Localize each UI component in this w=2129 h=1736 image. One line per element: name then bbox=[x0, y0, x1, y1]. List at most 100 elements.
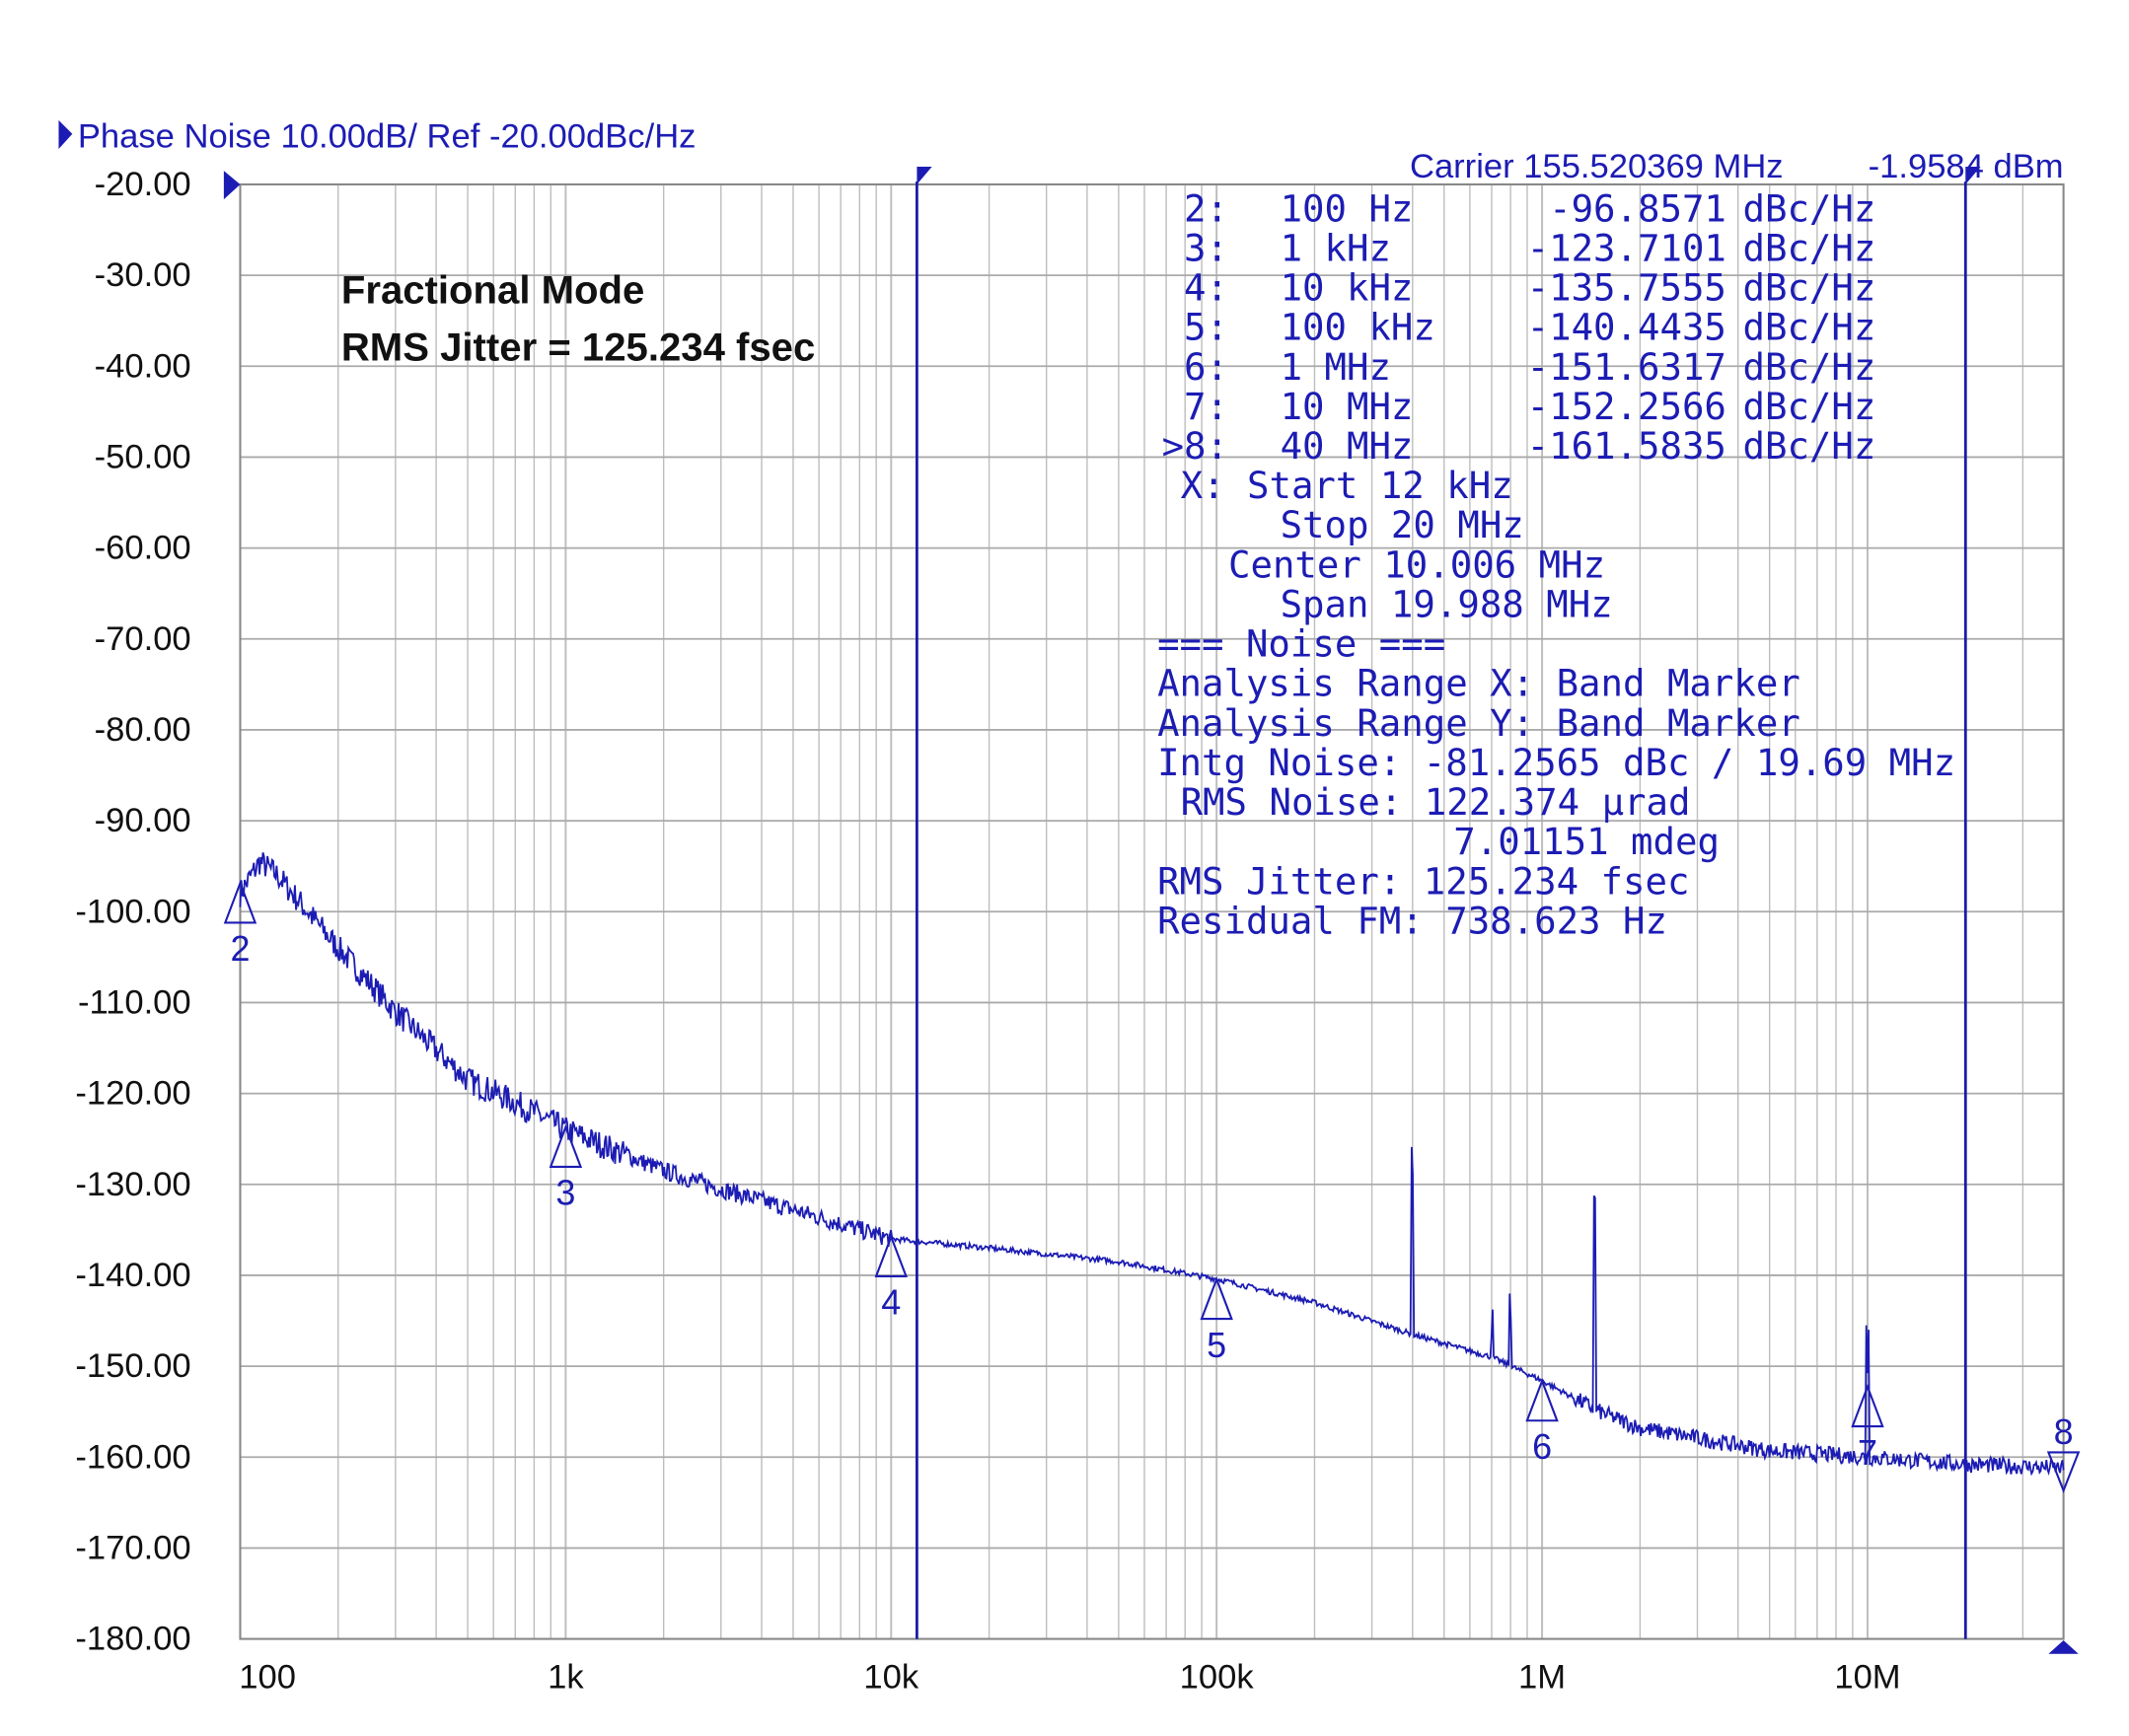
y-tick-label: -150.00 bbox=[75, 1347, 190, 1385]
rms-noise-deg: 7.01151 mdeg bbox=[1453, 820, 1720, 863]
range-span: Span 19.988 MHz bbox=[1281, 582, 1613, 625]
analysis-range-x: Analysis Range X: Band Marker bbox=[1157, 662, 1800, 705]
y-tick-label: -40.00 bbox=[95, 347, 191, 385]
marker-id: >8: bbox=[1162, 424, 1228, 468]
marker-value: -152.2566 bbox=[1527, 385, 1726, 428]
marker-number: 4 bbox=[881, 1282, 901, 1323]
y-tick-label: -170.00 bbox=[75, 1529, 190, 1566]
annotation-mode: Fractional Mode bbox=[341, 268, 645, 312]
marker-table-row: 7: 10 MHz -152.2566 dBc/Hz bbox=[1184, 385, 1875, 428]
marker-triangle-up-icon bbox=[1851, 1383, 1884, 1428]
marker-triangle-up-icon bbox=[549, 1123, 583, 1168]
marker-table-row: >8: 40 MHz -161.5835 dBc/Hz bbox=[1162, 424, 1876, 468]
grid bbox=[240, 183, 2064, 1640]
carrier-frequency: Carrier 155.520369 MHz bbox=[1410, 148, 1784, 185]
y-tick-label: -70.00 bbox=[95, 620, 191, 658]
marker-triangle-up-icon bbox=[1525, 1378, 1559, 1422]
marker-number: 2 bbox=[230, 928, 250, 969]
marker-value: -123.7101 bbox=[1527, 226, 1726, 269]
y-tick-label: -140.00 bbox=[75, 1257, 190, 1294]
marker-frequency: 1 MHz bbox=[1281, 345, 1391, 389]
marker-triangle-up-icon bbox=[1200, 1276, 1233, 1321]
plot-frame bbox=[239, 182, 2065, 1640]
integrated-noise: Intg Noise: -81.2565 dBc / 19.69 MHz bbox=[1157, 741, 1955, 784]
marker-number: 5 bbox=[1207, 1325, 1226, 1365]
marker-unit: dBc/Hz bbox=[1743, 306, 1876, 349]
marker-7[interactable]: 7 bbox=[1851, 1383, 1884, 1473]
marker-6[interactable]: 6 bbox=[1525, 1378, 1559, 1467]
marker-8[interactable]: 8 bbox=[2046, 1411, 2081, 1494]
marker-triangle-down-icon bbox=[2046, 1451, 2081, 1494]
x-axis-end-arrow-icon bbox=[2048, 1639, 2079, 1654]
y-tick-label: -180.00 bbox=[75, 1621, 190, 1658]
marker-frequency: 40 MHz bbox=[1281, 424, 1414, 468]
marker-unit: dBc/Hz bbox=[1743, 226, 1876, 269]
y-tick-label: -20.00 bbox=[95, 166, 191, 203]
reference-level-arrow-icon bbox=[223, 171, 241, 200]
marker-value: -96.8571 bbox=[1549, 186, 1726, 230]
marker-4[interactable]: 4 bbox=[874, 1233, 908, 1323]
y-axis-labels: -20.00 -30.00 -40.00 -50.00 -60.00 -70.00 -80.… bbox=[75, 166, 190, 1658]
chart-title: Phase Noise 10.00dB/ Ref -20.00dBc/Hz bbox=[78, 118, 697, 156]
marker-unit: dBc/Hz bbox=[1743, 385, 1876, 428]
marker-frequency: 100 kHz bbox=[1281, 306, 1435, 349]
marker-id: 7: bbox=[1184, 385, 1228, 428]
y-tick-label: -160.00 bbox=[75, 1438, 190, 1476]
marker-3[interactable]: 3 bbox=[549, 1123, 583, 1213]
x-tick-label: 100 bbox=[239, 1658, 296, 1696]
marker-table-row: 5: 100 kHz -140.4435 dBc/Hz bbox=[1184, 306, 1875, 349]
x-tick-label: 100k bbox=[1180, 1658, 1255, 1696]
range-stop: Stop 20 MHz bbox=[1281, 503, 1524, 546]
x-tick-label: 1k bbox=[548, 1658, 584, 1696]
analysis-range-y: Analysis Range Y: Band Marker bbox=[1157, 701, 1800, 745]
marker-table-row: 6: 1 MHz -151.6317 dBc/Hz bbox=[1184, 345, 1875, 389]
marker-unit: dBc/Hz bbox=[1743, 424, 1876, 468]
marker-value: -161.5835 bbox=[1527, 424, 1726, 468]
y-tick-label: -50.00 bbox=[95, 439, 191, 476]
marker-frequency: 100 Hz bbox=[1281, 186, 1414, 230]
markers[interactable]: 2 3 4 5 6 7 8 bbox=[223, 880, 2081, 1494]
marker-value: -140.4435 bbox=[1527, 306, 1726, 349]
residual-fm: Residual FM: 738.623 Hz bbox=[1157, 899, 1667, 942]
rms-jitter: RMS Jitter: 125.234 fsec bbox=[1157, 859, 1689, 903]
y-tick-label: -90.00 bbox=[95, 802, 191, 839]
band-markers bbox=[916, 166, 1981, 1639]
marker-value: -151.6317 bbox=[1527, 345, 1726, 389]
trace-active-arrow-icon bbox=[58, 119, 73, 149]
y-tick-label: -60.00 bbox=[95, 530, 191, 567]
y-tick-label: -130.00 bbox=[75, 1166, 190, 1203]
x-tick-label: 10M bbox=[1834, 1658, 1900, 1696]
marker-frequency: 10 MHz bbox=[1281, 385, 1414, 428]
marker-number: 3 bbox=[555, 1173, 575, 1213]
y-tick-label: -100.00 bbox=[75, 893, 190, 930]
x-axis-labels: 100 1k 10k 100k 1M 10M bbox=[239, 1639, 2079, 1696]
x-tick-label: 10k bbox=[863, 1658, 918, 1696]
marker-value: -135.7555 bbox=[1527, 266, 1726, 310]
marker-id: 5: bbox=[1184, 306, 1228, 349]
marker-id: 4: bbox=[1184, 266, 1228, 310]
marker-unit: dBc/Hz bbox=[1743, 186, 1876, 230]
marker-id: 3: bbox=[1184, 226, 1228, 269]
range-center: Center 10.006 MHz bbox=[1228, 542, 1605, 586]
y-tick-label: -110.00 bbox=[78, 983, 191, 1021]
y-tick-label: -30.00 bbox=[95, 256, 191, 294]
y-tick-label: -80.00 bbox=[95, 711, 191, 749]
marker-table-row: 4: 10 kHz -135.7555 dBc/Hz bbox=[1184, 266, 1875, 310]
marker-number: 7 bbox=[1858, 1432, 1877, 1473]
range-start: X: Start 12 kHz bbox=[1181, 464, 1513, 507]
marker-triangle-up-icon bbox=[223, 880, 257, 924]
marker-table-row: 3: 1 kHz -123.7101 dBc/Hz bbox=[1184, 226, 1875, 269]
band-marker-handle-icon bbox=[1965, 166, 1981, 184]
marker-5[interactable]: 5 bbox=[1200, 1276, 1233, 1365]
marker-2[interactable]: 2 bbox=[223, 880, 257, 969]
marker-number: 8 bbox=[2054, 1411, 2074, 1452]
marker-table-row: 2: 100 Hz -96.8571 dBc/Hz bbox=[1184, 186, 1875, 230]
marker-unit: dBc/Hz bbox=[1743, 266, 1876, 310]
marker-unit: dBc/Hz bbox=[1743, 345, 1876, 389]
marker-frequency: 1 kHz bbox=[1281, 226, 1391, 269]
marker-id: 2: bbox=[1184, 186, 1228, 230]
noise-heading: === Noise === bbox=[1157, 622, 1445, 666]
marker-table: 2: 100 Hz -96.8571 dBc/Hz 3: 1 kHz -123.7101 dB… bbox=[1162, 186, 1876, 468]
phase-noise-trace bbox=[239, 852, 2065, 1477]
